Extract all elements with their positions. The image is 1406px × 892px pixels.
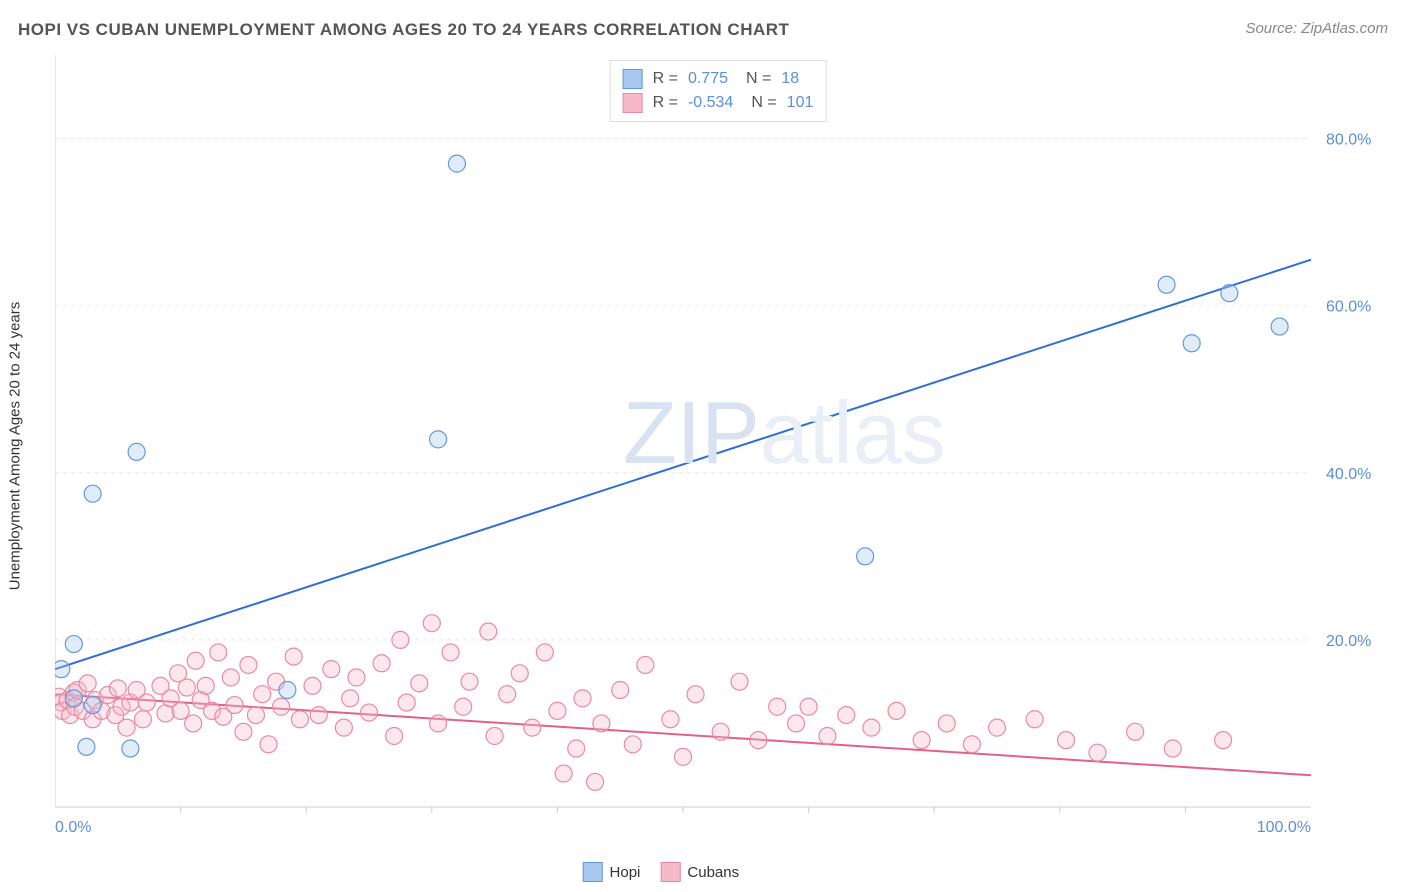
hopi-swatch-icon — [583, 862, 603, 882]
legend-row-cubans: R = -0.534 N = 101 — [623, 91, 814, 115]
scatter-plot: 20.0% 40.0% 60.0% 80.0% 0.0% 100.0% — [55, 55, 1381, 842]
cubans-label: Cubans — [687, 864, 739, 881]
svg-text:80.0%: 80.0% — [1326, 132, 1371, 149]
svg-text:20.0%: 20.0% — [1326, 633, 1371, 650]
chart-title: HOPI VS CUBAN UNEMPLOYMENT AMONG AGES 20… — [18, 20, 789, 40]
cubans-n-value: 101 — [787, 94, 814, 112]
cubans-swatch-icon — [623, 93, 643, 113]
svg-text:0.0%: 0.0% — [55, 819, 91, 836]
legend-item-cubans[interactable]: Cubans — [660, 862, 739, 882]
chart-container: ZIPatlas R = 0.775 N = 18 R = -0.534 N =… — [55, 55, 1381, 842]
svg-text:100.0%: 100.0% — [1257, 819, 1311, 836]
legend-row-hopi: R = 0.775 N = 18 — [623, 67, 814, 91]
hopi-swatch-icon — [623, 69, 643, 89]
chart-header: HOPI VS CUBAN UNEMPLOYMENT AMONG AGES 20… — [18, 20, 1388, 40]
correlation-legend: R = 0.775 N = 18 R = -0.534 N = 101 — [610, 60, 827, 122]
cubans-swatch-icon — [660, 862, 680, 882]
y-axis-label: Unemployment Among Ages 20 to 24 years — [7, 302, 24, 591]
cubans-r-value: -0.534 — [688, 94, 733, 112]
chart-source: Source: ZipAtlas.com — [1245, 20, 1388, 37]
hopi-r-value: 0.775 — [688, 70, 728, 88]
series-legend: Hopi Cubans — [583, 862, 740, 882]
legend-item-hopi[interactable]: Hopi — [583, 862, 641, 882]
svg-text:60.0%: 60.0% — [1326, 299, 1371, 316]
svg-text:40.0%: 40.0% — [1326, 466, 1371, 483]
hopi-label: Hopi — [610, 864, 641, 881]
hopi-n-value: 18 — [781, 70, 799, 88]
